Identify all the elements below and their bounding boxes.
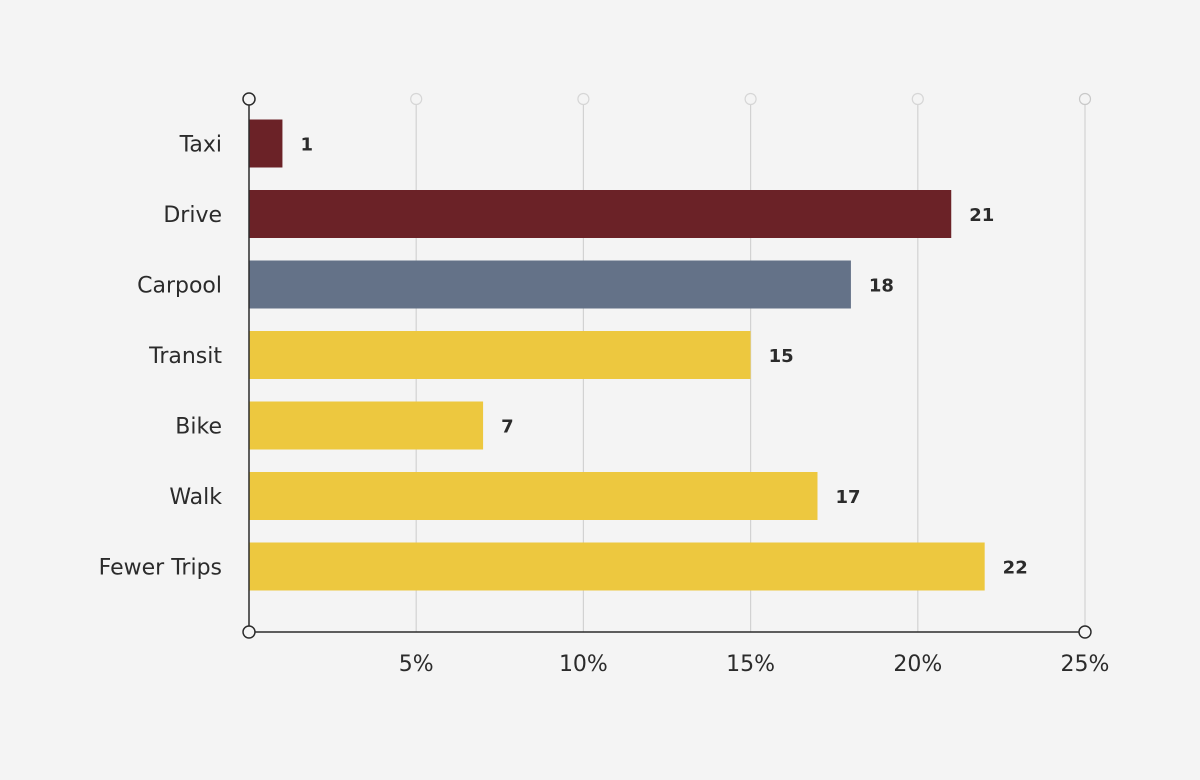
- x-tick-label: 10%: [559, 652, 608, 677]
- gridline-marker-10: [577, 92, 590, 106]
- gridline-marker-15: [744, 92, 757, 106]
- x-tick-label: 5%: [399, 652, 434, 677]
- x-tick-label: 20%: [893, 652, 942, 677]
- bar-carpool: [249, 260, 851, 309]
- gridline-marker-5: [410, 92, 423, 106]
- category-label: Transit: [148, 344, 222, 369]
- category-label: Fewer Trips: [99, 556, 222, 581]
- category-label: Bike: [175, 415, 222, 440]
- axes: [242, 92, 1092, 639]
- gridline-marker-20: [911, 92, 924, 106]
- labels: 5% 10% 15% 20% 25% Taxi 1 Drive 21 Carpool 18 Trans…: [99, 133, 1110, 678]
- bar-transit: [249, 331, 751, 379]
- bars: [249, 119, 985, 591]
- x-tick-label: 15%: [726, 652, 775, 677]
- value-label: 21: [969, 205, 994, 226]
- gridline-marker-25: [1078, 92, 1092, 106]
- value-label: 15: [769, 346, 794, 367]
- x-tick-label: 25%: [1061, 652, 1110, 677]
- value-label: 1: [300, 135, 313, 156]
- category-label: Walk: [169, 485, 222, 510]
- bar-drive: [249, 190, 952, 238]
- value-label: 17: [835, 487, 860, 508]
- bar-fewer-trips: [249, 542, 985, 591]
- x-axis-end-marker: [1078, 625, 1092, 639]
- value-label: 18: [869, 276, 894, 297]
- axis-origin-marker: [242, 625, 256, 639]
- category-label: Drive: [163, 203, 222, 228]
- bar-walk: [249, 472, 818, 520]
- y-axis-end-marker: [242, 92, 256, 106]
- category-label: Carpool: [137, 274, 222, 299]
- bar-bike: [249, 401, 484, 450]
- bar-taxi: [249, 119, 283, 168]
- value-label: 7: [501, 417, 514, 438]
- category-label: Taxi: [179, 133, 222, 158]
- value-label: 22: [1003, 558, 1028, 579]
